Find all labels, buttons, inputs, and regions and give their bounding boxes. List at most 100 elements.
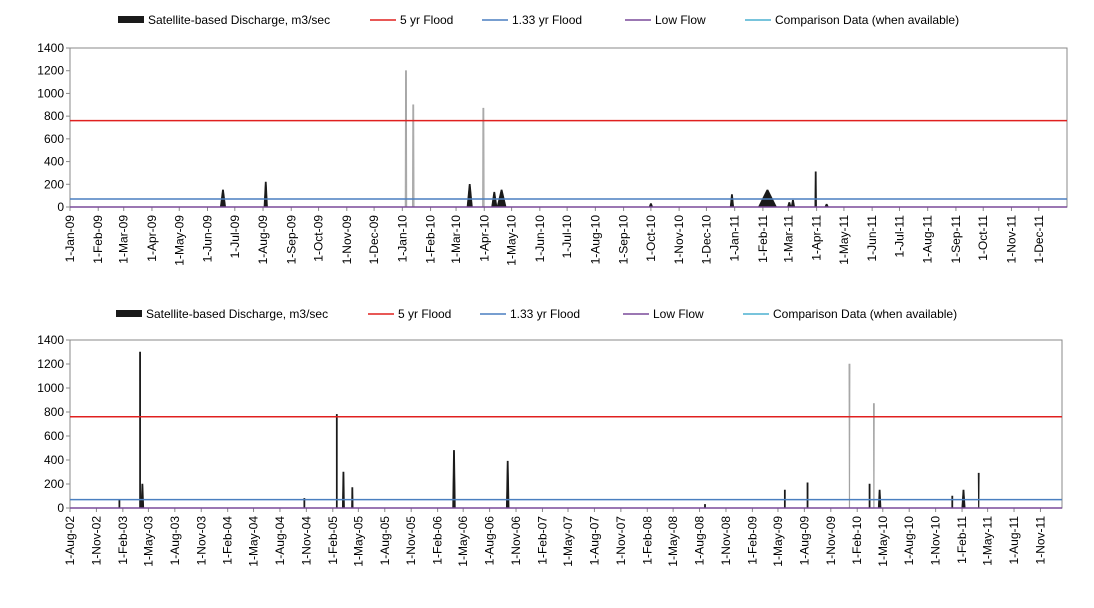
x-tick-label: 1-Mar-10 bbox=[449, 215, 463, 264]
x-tick-label: 1-Feb-10 bbox=[850, 516, 864, 565]
plot-area bbox=[69, 339, 1063, 509]
legend-item: 5 yr Flood bbox=[370, 13, 453, 27]
y-tick-label: 600 bbox=[44, 429, 64, 443]
x-tick-label: 1-Oct-10 bbox=[644, 215, 658, 262]
x-tick-label: 1-May-03 bbox=[141, 516, 155, 567]
x-tick-label: 1-May-04 bbox=[247, 516, 261, 567]
x-tick-label: 1-Nov-11 bbox=[1004, 215, 1018, 264]
y-tick-label: 1000 bbox=[37, 381, 64, 395]
discharge-peak bbox=[351, 487, 354, 509]
y-tick-label: 200 bbox=[44, 177, 64, 191]
x-tick-label: 1-Aug-11 bbox=[1007, 516, 1021, 565]
x-tick-label: 1-May-09 bbox=[172, 215, 186, 266]
x-tick-label: 1-Mar-11 bbox=[781, 215, 795, 263]
x-tick-label: 1-Jan-11 bbox=[728, 215, 742, 262]
x-tick-label: 1-Aug-10 bbox=[902, 516, 916, 566]
x-tick-label: 1-Aug-06 bbox=[483, 516, 497, 566]
x-tick-label: 1-Aug-02 bbox=[63, 516, 77, 566]
legend-label: 1.33 yr Flood bbox=[512, 13, 582, 27]
legend-label: Satellite-based Discharge, m3/sec bbox=[148, 13, 330, 27]
y-tick-label: 0 bbox=[57, 501, 64, 515]
x-tick-label: 1-Nov-03 bbox=[194, 516, 208, 566]
x-tick-label: 1-Jun-10 bbox=[533, 215, 547, 263]
y-tick-label: 1200 bbox=[37, 64, 64, 78]
x-tick-label: 1-Feb-11 bbox=[756, 215, 770, 263]
legend-item: 5 yr Flood bbox=[368, 307, 451, 321]
x-tick-label: 1-Apr-11 bbox=[810, 215, 824, 261]
y-tick-label: 1400 bbox=[37, 333, 64, 347]
y-tick-label: 1200 bbox=[37, 357, 64, 371]
x-tick-label: 1-Nov-11 bbox=[1033, 516, 1047, 565]
discharge-peak bbox=[729, 194, 735, 208]
x-tick-label: 1-Aug-04 bbox=[273, 516, 287, 566]
x-tick-label: 1-Nov-06 bbox=[509, 516, 523, 566]
legend-label: Comparison Data (when available) bbox=[775, 13, 959, 27]
x-tick-label: 1-Nov-09 bbox=[340, 215, 354, 265]
discharge-peak bbox=[404, 70, 408, 208]
x-tick-label: 1-May-08 bbox=[666, 516, 680, 567]
x-tick-label: 1-Feb-10 bbox=[424, 215, 438, 264]
x-tick-label: 1-Dec-11 bbox=[1032, 215, 1046, 264]
reference-lines bbox=[70, 119, 1067, 208]
x-tick-label: 1-Nov-09 bbox=[824, 516, 838, 566]
x-tick-label: 1-Feb-09 bbox=[91, 215, 105, 264]
discharge-series bbox=[219, 70, 829, 208]
x-tick-label: 1-Jan-09 bbox=[63, 215, 77, 263]
legend-item: 1.33 yr Flood bbox=[480, 307, 580, 321]
discharge-series bbox=[118, 351, 980, 509]
discharge-chart-2009-2011: Satellite-based Discharge, m3/sec 5 yr Fl… bbox=[37, 13, 1068, 266]
x-tick-label: 1-Aug-08 bbox=[693, 516, 707, 566]
legend-item: Low Flow bbox=[623, 307, 704, 321]
x-tick-label: 1-Jun-09 bbox=[200, 215, 214, 263]
y-tick-label: 800 bbox=[44, 109, 64, 123]
x-tick-label: 1-Feb-09 bbox=[745, 516, 759, 565]
discharge-peak bbox=[872, 403, 875, 509]
x-tick-label: 1-Oct-09 bbox=[312, 215, 326, 262]
reference-lines bbox=[70, 416, 1062, 509]
x-tick-label: 1-May-11 bbox=[981, 516, 995, 566]
x-tick-label: 1-Nov-04 bbox=[299, 516, 313, 566]
x-tick-label: 1-Aug-11 bbox=[921, 215, 935, 264]
x-tick-label: 1-Jul-10 bbox=[560, 215, 574, 259]
plot-area bbox=[69, 47, 1068, 208]
y-tick-label: 400 bbox=[44, 453, 64, 467]
discharge-peak bbox=[790, 199, 796, 208]
x-tick-label: 1-Aug-03 bbox=[168, 516, 182, 566]
discharge-peak bbox=[482, 107, 485, 208]
x-tick-label: 1-Apr-09 bbox=[145, 215, 159, 262]
legend-swatch bbox=[116, 310, 142, 317]
y-axis: 0 200 400 600 800 1000 1200 1400 bbox=[37, 333, 70, 515]
x-tick-label: 1-Sep-11 bbox=[949, 215, 963, 264]
x-tick-label: 1-Feb-07 bbox=[535, 516, 549, 565]
x-tick-label: 1-Aug-09 bbox=[797, 516, 811, 566]
y-tick-label: 600 bbox=[44, 132, 64, 146]
x-tick-label: 1-May-06 bbox=[456, 516, 470, 567]
y-tick-label: 1000 bbox=[37, 86, 64, 100]
x-axis: 1-Aug-02 1-Nov-02 1-Feb-03 1-May-03 1-Aug-03… bbox=[63, 508, 1047, 567]
discharge-peak bbox=[118, 499, 121, 509]
discharge-peak bbox=[951, 495, 954, 509]
legend-label: 1.33 yr Flood bbox=[510, 307, 580, 321]
discharge-peak bbox=[335, 414, 338, 509]
legend-label: Satellite-based Discharge, m3/sec bbox=[146, 307, 328, 321]
y-tick-label: 1400 bbox=[37, 41, 64, 55]
legend-label: 5 yr Flood bbox=[400, 13, 453, 27]
x-axis: 1-Jan-09 1-Feb-09 1-Mar-09 1-Apr-09 1-May-09… bbox=[63, 207, 1046, 266]
x-tick-label: 1-Nov-10 bbox=[929, 516, 943, 566]
x-tick-label: 1-Feb-06 bbox=[431, 516, 445, 565]
x-tick-label: 1-Feb-08 bbox=[640, 516, 654, 565]
x-tick-label: 1-Sep-09 bbox=[284, 215, 298, 265]
discharge-peak bbox=[977, 472, 980, 509]
legend: Satellite-based Discharge, m3/sec 5 yr Fl… bbox=[118, 13, 959, 27]
y-tick-label: 0 bbox=[57, 200, 64, 214]
x-tick-label: 1-Aug-05 bbox=[378, 516, 392, 566]
discharge-peak bbox=[505, 460, 510, 509]
x-tick-label: 1-Jun-11 bbox=[865, 215, 879, 262]
x-tick-label: 1-Apr-10 bbox=[477, 215, 491, 262]
discharge-peak bbox=[140, 483, 145, 509]
x-tick-label: 1-Jul-09 bbox=[228, 215, 242, 259]
x-tick-label: 1-Dec-10 bbox=[699, 215, 713, 265]
x-tick-label: 1-Feb-11 bbox=[955, 516, 969, 564]
x-tick-label: 1-Aug-10 bbox=[588, 215, 602, 265]
x-tick-label: 1-Nov-02 bbox=[89, 516, 103, 566]
